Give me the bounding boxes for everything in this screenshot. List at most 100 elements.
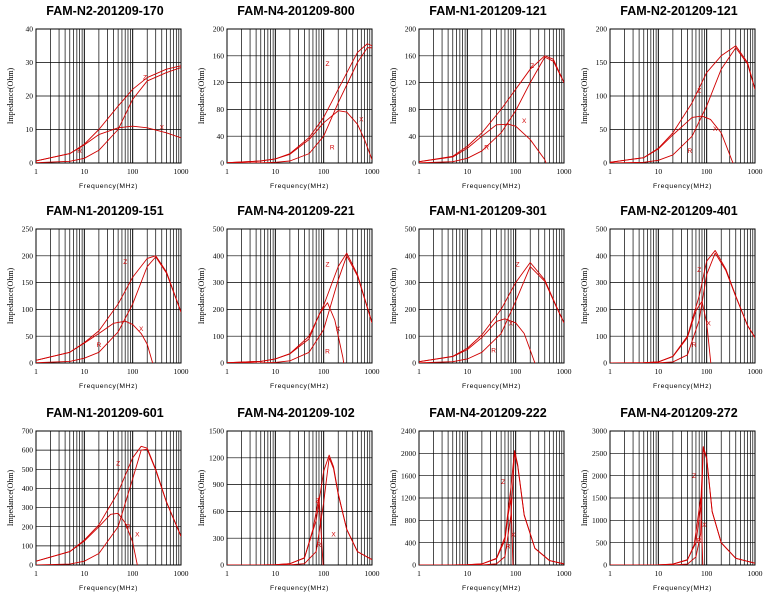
chart-title: FAM-N2-201209-121 (620, 4, 738, 18)
chart-panel: FAM-N1-201209-121 1 10 100 1000 0 40 80 120 160 20… (383, 0, 573, 197)
y-tick-label: 40 (26, 25, 34, 34)
series-line-x (36, 320, 154, 363)
series-line-r (419, 452, 564, 565)
series-label-z: Z (325, 61, 329, 68)
series-line-r (419, 56, 564, 163)
series-label-z: Z (116, 460, 120, 467)
y-tick-label: 400 (405, 251, 417, 260)
y-axis-label: Impedance(Ohm) (197, 469, 206, 526)
series-line-r (36, 67, 181, 163)
y-tick-label: 300 (22, 503, 34, 512)
series-label-x: X (713, 126, 718, 133)
x-tick-label: 100 (127, 569, 139, 578)
chart-panel: FAM-N2-201209-170 1 10 100 1000 0 10 20 30 40 Freq… (0, 0, 190, 197)
y-tick-label: 300 (213, 534, 225, 543)
y-tick-label: 160 (213, 51, 225, 60)
chart-panel: FAM-N1-201209-151 1 10 100 1000 0 50 100 150 200 2… (0, 200, 190, 397)
series-line-z (36, 255, 181, 361)
y-tick-label: 700 (22, 427, 34, 436)
y-tick-label: 50 (600, 125, 608, 134)
chart-title: FAM-N4-201209-800 (237, 4, 355, 18)
series-line-x (36, 125, 181, 162)
y-tick-label: 0 (412, 159, 416, 168)
y-tick-label: 0 (220, 159, 224, 168)
y-tick-label: 200 (405, 305, 417, 314)
x-tick-label: 100 (127, 167, 139, 176)
series-label-x: X (331, 531, 336, 538)
x-tick-label: 10 (81, 569, 89, 578)
x-axis-label: Frequency(MHz) (79, 383, 138, 390)
plot-frame (35, 430, 182, 566)
y-tick-label: 100 (213, 332, 225, 341)
y-tick-label: 0 (412, 359, 416, 368)
y-tick-label: 40 (217, 132, 225, 141)
x-tick-label: 100 (318, 167, 330, 176)
y-tick-label: 20 (26, 92, 34, 101)
impedance-plot: 1 10 100 1000 0 400 800 1200 1600 2000 2400 Frequen… (389, 427, 572, 592)
y-tick-label: 100 (22, 541, 34, 550)
series-line-x (419, 123, 547, 163)
y-tick-label: 1200 (209, 453, 224, 462)
series-label-x: X (702, 522, 707, 529)
y-axis-label: Impedance(Ohm) (580, 469, 589, 526)
chart-title: FAM-N1-201209-121 (429, 4, 547, 18)
series-line-r (610, 448, 755, 565)
series-label-x: X (359, 116, 364, 123)
y-tick-label: 500 (213, 225, 225, 234)
x-tick-label: 10 (464, 367, 472, 376)
y-tick-label: 30 (26, 58, 34, 67)
series-line-z (610, 45, 755, 163)
y-tick-label: 0 (220, 561, 224, 570)
x-tick-label: 100 (127, 367, 139, 376)
plot-frame (418, 430, 565, 566)
series-line-r (227, 47, 372, 163)
y-tick-label: 150 (596, 58, 608, 67)
series-line-r (419, 266, 564, 363)
series-line-x (227, 496, 324, 565)
series-line-r (610, 47, 755, 163)
series-line-x (610, 115, 734, 163)
x-axis-label: Frequency(MHz) (653, 383, 712, 390)
y-tick-label: 200 (213, 25, 225, 34)
y-tick-label: 0 (29, 159, 33, 168)
x-tick-label: 1000 (174, 367, 189, 376)
y-tick-label: 800 (405, 516, 417, 525)
y-axis-label: Impedance(Ohm) (580, 67, 589, 124)
y-tick-label: 0 (603, 359, 607, 368)
series-line-z (227, 454, 372, 565)
series-line-x (227, 302, 345, 363)
x-tick-label: 100 (318, 569, 330, 578)
chart-panel: FAM-N2-201209-401 1 10 100 1000 0 100 200 300 400… (574, 200, 764, 397)
x-tick-label: 100 (701, 569, 713, 578)
series-label-z: Z (501, 479, 505, 486)
y-tick-label: 200 (596, 25, 608, 34)
x-axis-label: Frequency(MHz) (79, 585, 138, 592)
plot-frame (418, 228, 565, 364)
x-tick-label: 1 (608, 367, 612, 376)
series-label-r: R (484, 145, 489, 152)
chart-panel: FAM-N4-201209-221 1 10 100 1000 0 100 200 300 400… (191, 200, 381, 397)
y-tick-label: 500 (405, 225, 417, 234)
series-label-z: Z (697, 88, 701, 95)
y-tick-label: 0 (220, 359, 224, 368)
y-tick-label: 80 (217, 105, 225, 114)
x-tick-label: 10 (655, 367, 663, 376)
x-tick-label: 1000 (174, 569, 189, 578)
x-tick-label: 10 (655, 569, 663, 578)
series-label-z: Z (516, 262, 520, 269)
x-tick-label: 1000 (557, 569, 572, 578)
series-label-z: Z (123, 259, 127, 266)
chart-title: FAM-N4-201209-221 (237, 204, 355, 218)
series-label-r: R (506, 543, 511, 550)
x-axis-label: Frequency(MHz) (270, 383, 329, 390)
x-tick-label: 1 (34, 167, 38, 176)
x-tick-label: 10 (464, 569, 472, 578)
chart-panel: FAM-N4-201209-102 1 10 100 1000 0 300 600 900 120… (191, 402, 381, 599)
chart-panel: FAM-N4-201209-222 1 10 100 1000 0 400 800 1200 16… (383, 402, 573, 599)
chart-title: FAM-N4-201209-102 (237, 406, 355, 420)
series-line-z (610, 446, 755, 565)
series-label-x: X (139, 326, 144, 333)
series-line-x (419, 318, 536, 363)
chart-title: FAM-N4-201209-222 (429, 406, 547, 420)
